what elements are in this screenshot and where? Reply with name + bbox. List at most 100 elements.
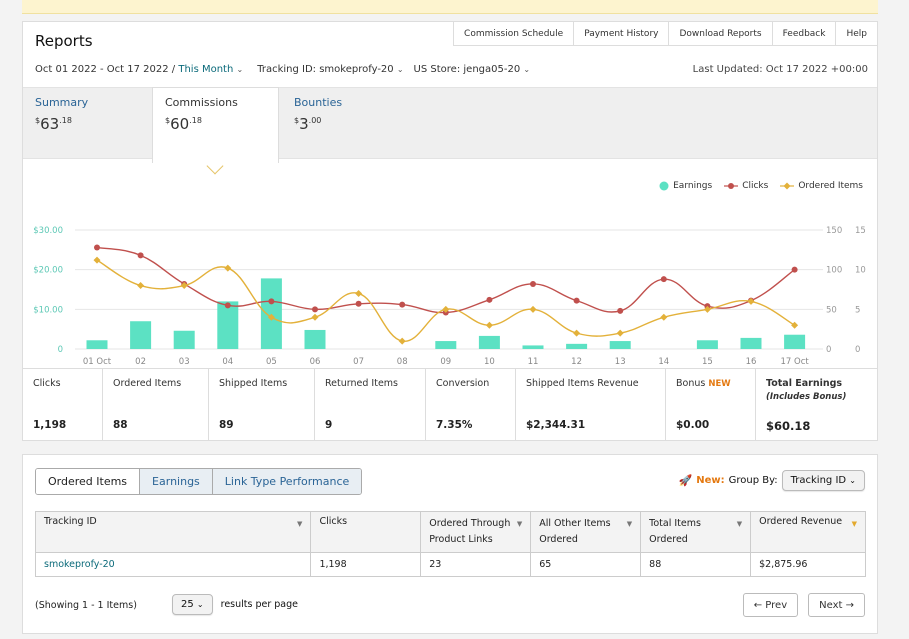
y-right-tick-label: 5 <box>855 305 860 315</box>
bar-earnings <box>740 337 762 349</box>
y-right-tick-label: 15 <box>855 226 866 236</box>
reports-card: Reports Commission Schedule Payment Hist… <box>22 21 878 441</box>
sort-caret-icon: ▼ <box>516 520 523 528</box>
tab-link-type-performance[interactable]: Link Type Performance <box>212 469 362 494</box>
col-ordered-through[interactable]: Ordered Through Product Links ▼ <box>420 511 532 553</box>
per-page: 25 ⌄ results per page <box>172 594 298 615</box>
tab-bounties[interactable]: Bounties $3.00 <box>282 88 410 160</box>
table-cell: 1,198 <box>310 552 422 577</box>
point-ordered-items <box>703 305 711 313</box>
sort-caret-icon: ▼ <box>736 520 743 528</box>
point-ordered-items <box>442 305 450 313</box>
x-tick-label: 02 <box>135 357 146 367</box>
bar-earnings <box>260 278 282 349</box>
sort-caret-icon: ▼ <box>851 520 857 528</box>
metric-shipped-revenue: Shipped Items Revenue $2,344.31 <box>516 369 666 440</box>
table-cell: $2,875.96 <box>750 552 866 577</box>
bar-earnings <box>522 345 544 349</box>
bar-earnings <box>566 343 588 349</box>
point-clicks <box>137 252 144 259</box>
help-link[interactable]: Help <box>836 22 877 46</box>
chart-legend: Earnings Clicks Ordered Items <box>659 181 863 191</box>
col-clicks[interactable]: Clicks <box>310 511 422 553</box>
point-clicks <box>617 307 624 314</box>
point-clicks <box>268 298 275 305</box>
bar-earnings <box>86 340 108 349</box>
group-by-select[interactable]: Tracking ID ⌄ <box>781 470 865 491</box>
point-ordered-items <box>93 256 101 264</box>
legend-ordered-items[interactable]: Ordered Items <box>780 181 863 191</box>
y-right-tick-label: 0 <box>855 345 860 355</box>
point-ordered-items <box>267 313 275 321</box>
commissions-amount: $60.18 <box>165 115 202 133</box>
x-tick-label: 06 <box>310 357 321 367</box>
x-tick-label: 04 <box>222 357 233 367</box>
bar-earnings <box>784 334 806 349</box>
metric-ordered-items: Ordered Items 88 <box>103 369 209 440</box>
table-cell: 65 <box>530 552 642 577</box>
y-right-tick-label: 10 <box>855 266 866 276</box>
tab-ordered-items[interactable]: Ordered Items <box>36 469 141 494</box>
bar-earnings <box>304 329 326 349</box>
col-ordered-revenue[interactable]: Ordered Revenue ▼ <box>750 511 866 553</box>
per-page-select[interactable]: 25 ⌄ <box>172 594 213 615</box>
table-row: smokeprofy-20 1,198 23 65 88 $2,875.96 <box>34 552 866 577</box>
legend-earnings[interactable]: Earnings <box>659 181 712 191</box>
tracking-id-filter[interactable]: Tracking ID: smokeprofy-20 ⌄ <box>257 64 404 75</box>
last-updated: Last Updated: Oct 17 2022 +00:00 <box>692 64 868 75</box>
tab-summary[interactable]: Summary $63.18 <box>23 88 151 160</box>
new-badge: NEW <box>708 379 731 389</box>
bar-earnings <box>609 341 631 349</box>
payment-history-link[interactable]: Payment History <box>574 22 670 46</box>
point-clicks <box>573 297 580 304</box>
point-ordered-items <box>224 264 232 272</box>
metric-bonus: Bonus NEW $0.00 <box>666 369 756 440</box>
col-tracking-id[interactable]: Tracking ID ▼ <box>34 511 312 553</box>
point-clicks <box>530 280 536 287</box>
tab-earnings[interactable]: Earnings <box>140 469 213 494</box>
point-ordered-items <box>180 282 188 290</box>
y-right-tick-label: 150 <box>826 226 842 236</box>
point-clicks <box>224 302 231 309</box>
next-button[interactable]: Next → <box>808 593 865 617</box>
point-clicks <box>486 296 493 303</box>
tracking-id-link[interactable]: smokeprofy-20 <box>34 552 312 577</box>
prev-button[interactable]: ← Prev <box>742 593 799 617</box>
download-reports-link[interactable]: Download Reports <box>669 22 773 46</box>
page-title: Reports <box>35 32 93 50</box>
store-filter[interactable]: US Store: jenga05-20 ⌄ <box>413 64 531 75</box>
bar-earnings <box>173 330 195 349</box>
x-tick-label: 15 <box>702 357 713 367</box>
col-total-items[interactable]: Total Items Ordered ▼ <box>640 511 752 553</box>
date-range[interactable]: Oct 01 2022 - Oct 17 2022 / This Month ⌄ <box>35 64 244 75</box>
rocket-icon: 🚀 <box>678 474 693 487</box>
bar-earnings <box>435 341 457 349</box>
sort-caret-icon: ▼ <box>626 520 633 528</box>
report-filters: Oct 01 2022 - Oct 17 2022 / This Month ⌄… <box>35 64 530 75</box>
sort-caret-icon: ▼ <box>297 520 303 528</box>
tab-commissions[interactable]: Commissions $60.18 <box>152 87 279 163</box>
y-tick-label: $30.00 <box>33 226 63 236</box>
bar-earnings <box>130 321 152 349</box>
notification-banner <box>22 0 878 14</box>
x-tick-label: 16 <box>746 357 757 367</box>
x-tick-label: 05 <box>266 357 277 367</box>
commission-schedule-link[interactable]: Commission Schedule <box>454 22 575 46</box>
y-tick-label: 0 <box>58 345 63 355</box>
legend-clicks[interactable]: Clicks <box>724 181 768 191</box>
point-clicks <box>660 276 667 283</box>
summary-tabs: Summary $63.18 Commissions $60.18 Bounti… <box>23 87 877 163</box>
x-tick-label: 07 <box>353 357 364 367</box>
feedback-link[interactable]: Feedback <box>772 22 837 46</box>
ordered-items-table: Tracking ID ▼ Clicks Ordered Through Prod… <box>34 511 866 577</box>
point-ordered-items <box>311 313 319 321</box>
arrow-right-icon: → <box>845 600 854 611</box>
x-tick-label: 01 Oct <box>83 357 112 367</box>
line-ordered-items <box>96 259 795 342</box>
point-clicks <box>355 300 362 307</box>
x-tick-label: 09 <box>440 357 451 367</box>
point-clicks <box>399 301 406 308</box>
col-all-other-items[interactable]: All Other Items Ordered ▼ <box>530 511 642 553</box>
metrics-row: Clicks 1,198 Ordered Items 88 Shipped It… <box>23 368 877 440</box>
ordered-items-card: Ordered Items Earnings Link Type Perform… <box>22 454 878 634</box>
